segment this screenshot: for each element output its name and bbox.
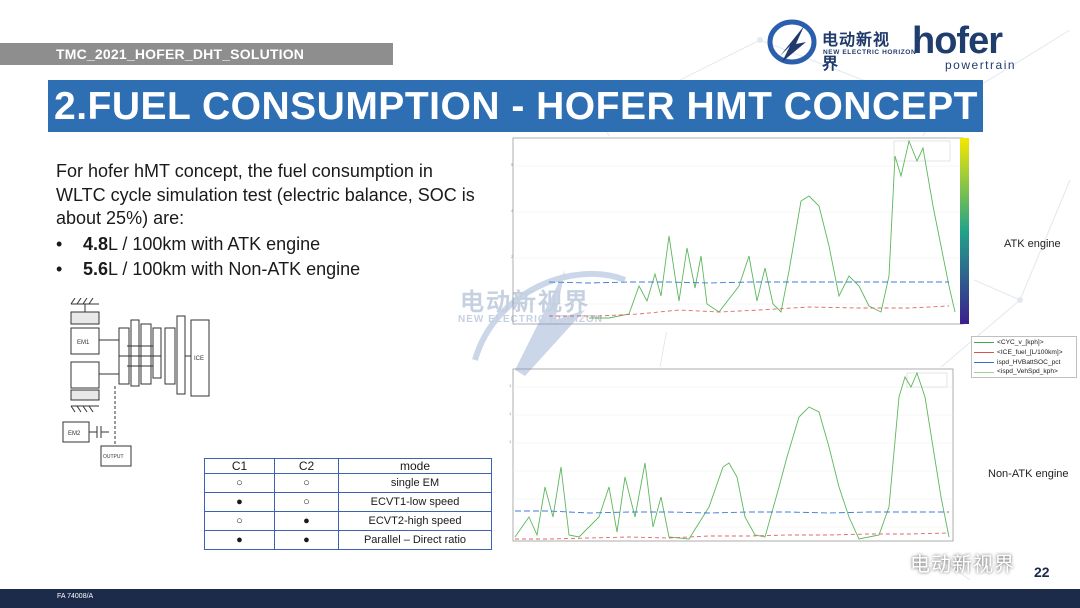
- table-cell-c2: ●: [274, 530, 339, 550]
- non-atk-speed-trace: [514, 371, 950, 540]
- wechat-watermark: 电动新视界: [856, 538, 1056, 588]
- atk-chart-plot: 5 4 2: [511, 137, 969, 325]
- atk-colorbar: [960, 138, 969, 324]
- table-row: ○ ○ single EM: [204, 473, 492, 493]
- non-atk-engine-label: Non-ATK engine: [988, 468, 1069, 480]
- table-cell-c1: ○: [204, 511, 275, 531]
- legend-item: ispd_HVBattSOC_pct: [974, 358, 1076, 368]
- table-cell-c1: ●: [204, 492, 275, 512]
- svg-text:1: 1: [509, 411, 512, 416]
- svg-text:1: 1: [509, 383, 512, 388]
- svg-text:2: 2: [511, 254, 514, 259]
- table-cell-mode: Parallel – Direct ratio: [338, 530, 492, 550]
- table-cell-mode: ECVT1-low speed: [338, 492, 492, 512]
- watermark-chinese: 电动新视界: [460, 289, 590, 316]
- hofer-wordmark: hofer: [912, 20, 1003, 62]
- watermark-english: NEW ELECTRIC HORIZON: [458, 314, 603, 325]
- wechat-account-name: 电动新视界: [910, 554, 1015, 576]
- svg-text:5: 5: [511, 162, 514, 167]
- table-row: ● ○ ECVT1-low speed: [204, 492, 492, 512]
- ne-logo-mark-icon: [767, 19, 817, 65]
- watermark-logo-icon: [472, 270, 627, 376]
- bullet-atk-text: L / 100km with ATK engine: [108, 234, 321, 254]
- watermark: 电动新视界 NEW ELECTRIC HORIZON: [455, 250, 655, 380]
- atk-engine-label: ATK engine: [1004, 238, 1061, 250]
- table-cell-mode: ECVT2-high speed: [338, 511, 492, 531]
- table-row: ● ● Parallel – Direct ratio: [204, 530, 492, 550]
- page-title: 2.FUEL CONSUMPTION - HOFER HMT CONCEPT: [54, 85, 978, 128]
- wechat-icon: [860, 546, 900, 575]
- non-atk-simulation-chart: 1 1 1: [509, 367, 974, 555]
- non-atk-chart-plot: 1 1 1: [509, 368, 954, 542]
- legend-label: <ICE_fuel_[L/100km]>: [997, 348, 1063, 356]
- table-header-c1: C1: [204, 458, 275, 474]
- table-header-c2: C2: [274, 458, 339, 474]
- bullet-non-atk: • 5.6L / 100km with Non-ATK engine: [56, 257, 360, 282]
- schematic-label-em1: EM1: [77, 340, 90, 346]
- atk-speed-trace: [589, 139, 956, 319]
- table-cell-c2: ●: [274, 511, 339, 531]
- powertrain-schematic: EM1 ICE EM2 OUTPUT: [62, 298, 210, 467]
- result-bullets: • 4.8L / 100km with ATK engine • 5.6L / …: [56, 232, 360, 282]
- legend-label: <ispd_VehSpd_kph>: [997, 368, 1058, 376]
- legend-item: <ICE_fuel_[L/100km]>: [974, 348, 1076, 358]
- hofer-subtitle: powertrain: [945, 58, 1017, 72]
- atk-fuel-trace: [549, 305, 950, 317]
- schematic-label-em2: EM2: [68, 431, 81, 437]
- footer-bar: [0, 589, 1080, 608]
- table-cell-c2: ○: [274, 492, 339, 512]
- page-number: 22: [1034, 564, 1050, 580]
- non-atk-soc-trace: [515, 510, 949, 514]
- non-atk-mini-legend: [906, 372, 948, 388]
- legend-item: <ispd_VehSpd_kph>: [974, 367, 1076, 377]
- bullet-dot-icon: •: [56, 234, 63, 254]
- schematic-label-output: OUTPUT: [103, 454, 124, 460]
- legend-label: ispd_HVBattSOC_pct: [997, 358, 1061, 366]
- bullet-atk-value: 4.8: [83, 234, 109, 254]
- clutch-mode-table: C1 C2 mode ○ ○ single EM ● ○ ECVT1-low s…: [204, 458, 492, 550]
- schematic-label-ice: ICE: [194, 356, 204, 362]
- table-cell-c2: ○: [274, 473, 339, 493]
- intro-paragraph: For hofer hMT concept, the fuel consumpt…: [56, 161, 475, 228]
- legend-item: <CYC_v_[kph]>: [974, 338, 1076, 348]
- new-electric-horizon-logo: 电动新视界 NEW ELECTRIC HORIZON: [766, 16, 916, 73]
- legend-swatch: [974, 352, 994, 354]
- legend-label: <CYC_v_[kph]>: [997, 339, 1044, 346]
- chart-legend: <CYC_v_[kph]> <ICE_fuel_[L/100km]> ispd_…: [971, 336, 1077, 378]
- table-cell-c1: ○: [204, 473, 275, 493]
- table-cell-mode: single EM: [338, 473, 492, 493]
- table-cell-c1: ●: [204, 530, 275, 550]
- atk-soc-trace: [548, 281, 949, 284]
- legend-swatch: [974, 342, 994, 344]
- title-banner: 2.FUEL CONSUMPTION - HOFER HMT CONCEPT: [48, 80, 983, 132]
- bullet-atk: • 4.8L / 100km with ATK engine: [56, 232, 360, 257]
- header-tag-bar: TMC_2021_HOFER_DHT_SOLUTION: [0, 43, 393, 65]
- hofer-logo: hofer powertrain: [912, 20, 1042, 76]
- bullet-non-atk-text: L / 100km with Non-ATK engine: [108, 259, 361, 279]
- svg-text:4: 4: [511, 208, 514, 213]
- ne-logo-chinese: 电动新视界: [822, 32, 891, 73]
- bullet-non-atk-value: 5.6: [83, 259, 109, 279]
- atk-simulation-chart: 5 4 2: [509, 136, 974, 332]
- legend-swatch: [974, 371, 994, 373]
- table-row: ○ ● ECVT2-high speed: [204, 511, 492, 531]
- non-atk-fuel-trace: [515, 532, 950, 540]
- ne-logo-english: NEW ELECTRIC HORIZON: [823, 49, 917, 56]
- header-tag: TMC_2021_HOFER_DHT_SOLUTION: [56, 46, 305, 62]
- table-header-mode: mode: [338, 458, 492, 474]
- bullet-dot-icon: •: [56, 259, 63, 279]
- legend-swatch: [974, 361, 994, 363]
- document-code: FA 74008/A: [57, 593, 94, 600]
- svg-text:1: 1: [509, 439, 512, 444]
